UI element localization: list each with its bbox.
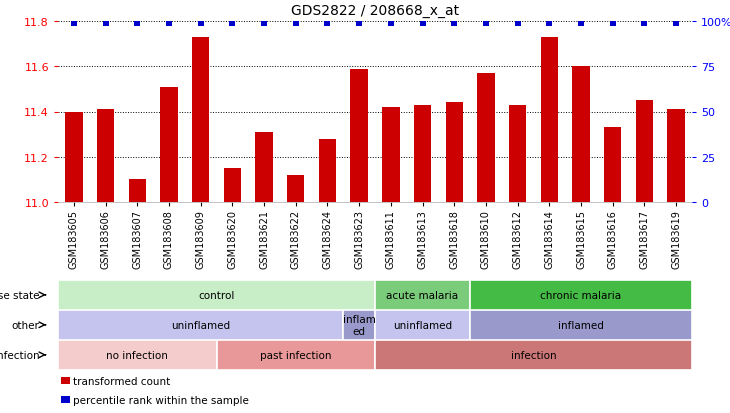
Bar	[343, 310, 375, 340]
Bar	[375, 280, 470, 310]
Bar	[470, 280, 692, 310]
Text: control: control	[199, 290, 234, 300]
Text: other: other	[11, 320, 39, 330]
Text: inflam
ed: inflam ed	[342, 314, 376, 336]
Text: inflamed: inflamed	[558, 320, 604, 330]
Text: chronic malaria: chronic malaria	[540, 290, 622, 300]
Bar	[58, 310, 343, 340]
Text: disease state: disease state	[0, 290, 39, 300]
Bar	[414, 105, 431, 202]
Bar	[509, 105, 526, 202]
Bar	[217, 340, 375, 370]
Bar	[319, 139, 337, 202]
Bar	[470, 310, 692, 340]
Bar	[477, 74, 495, 202]
Bar	[61, 377, 70, 384]
Bar	[445, 103, 463, 202]
Text: uninflamed: uninflamed	[393, 320, 452, 330]
Bar	[375, 340, 692, 370]
Bar	[382, 108, 399, 202]
Bar	[255, 133, 273, 202]
Text: uninflamed: uninflamed	[171, 320, 230, 330]
Bar	[541, 38, 558, 202]
Bar	[572, 67, 590, 202]
Bar	[128, 180, 146, 202]
Bar	[604, 128, 621, 202]
Bar	[223, 169, 241, 202]
Bar	[667, 110, 685, 202]
Title: GDS2822 / 208668_x_at: GDS2822 / 208668_x_at	[291, 4, 459, 18]
Text: percentile rank within the sample: percentile rank within the sample	[73, 395, 249, 405]
Bar	[58, 340, 217, 370]
Text: past infection: past infection	[260, 350, 331, 360]
Bar	[65, 112, 82, 202]
Text: transformed count: transformed count	[73, 376, 171, 386]
Bar	[58, 280, 375, 310]
Bar	[61, 396, 70, 403]
Bar	[636, 101, 653, 202]
Text: acute malaria: acute malaria	[386, 290, 458, 300]
Bar	[287, 176, 304, 202]
Text: infection: infection	[0, 350, 39, 360]
Text: infection: infection	[511, 350, 556, 360]
Bar	[350, 69, 368, 202]
Bar	[160, 88, 177, 202]
Bar	[192, 38, 210, 202]
Bar	[375, 310, 470, 340]
Text: no infection: no infection	[107, 350, 168, 360]
Bar	[97, 110, 115, 202]
